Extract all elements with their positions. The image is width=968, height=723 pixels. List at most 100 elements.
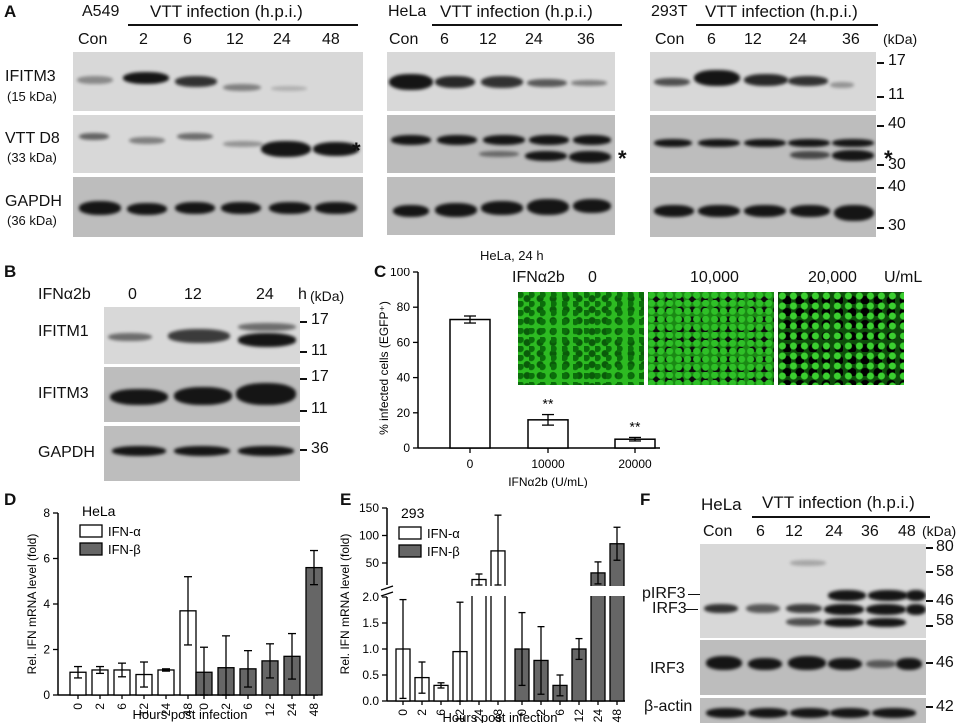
kda-marker: 36 xyxy=(311,440,329,457)
legend-swatch xyxy=(79,524,103,538)
legend-swatch xyxy=(398,526,422,540)
cell-line-label: HeLa xyxy=(701,495,742,514)
row-label-ifitm3: IFITM3 xyxy=(38,385,89,402)
blot-a549-vtt-d8 xyxy=(73,115,363,173)
infection-header: VTT infection (h.p.i.) xyxy=(762,493,915,512)
x-tick-label: 12 xyxy=(263,703,277,717)
panel-letter-b: B xyxy=(4,262,17,281)
panel-letter-c: C xyxy=(374,262,387,281)
y-tick-label: 20 xyxy=(397,406,411,420)
kda-marker: 40 xyxy=(888,178,906,195)
legend-swatch xyxy=(398,544,422,558)
chart-title: HeLa, 24 h xyxy=(480,248,544,263)
blot-a549-ifitm3 xyxy=(73,52,363,111)
y-tick-label: 60 xyxy=(397,335,411,349)
x-tick-label: 6 xyxy=(553,709,567,716)
x-tick-label: 20000 xyxy=(618,457,652,471)
x-axis-label: Hours post infection xyxy=(443,710,558,723)
lane-label: Con xyxy=(655,31,685,48)
blot-f-irf3-total xyxy=(700,640,926,695)
blot-a549-gapdh xyxy=(73,177,363,237)
blot-b-gapdh xyxy=(104,426,300,481)
y-tick-label: 100 xyxy=(359,529,379,543)
bar xyxy=(471,578,487,702)
unit-label: h xyxy=(298,286,307,303)
image-dose-label: 20,000 xyxy=(808,269,857,286)
x-tick-label: 6 xyxy=(434,709,448,716)
legend-label: IFN-α xyxy=(108,524,141,539)
axis-break xyxy=(383,586,633,596)
x-tick-label: 12 xyxy=(453,709,467,723)
lane-label: 24 xyxy=(789,31,807,48)
lane-label: 6 xyxy=(707,31,716,48)
lane-label: 36 xyxy=(842,31,860,48)
y-tick-label: 2.0 xyxy=(362,590,379,604)
lane-label: Con xyxy=(389,31,419,48)
kda-marker: 40 xyxy=(888,115,906,132)
row-label-irf3: IRF3 xyxy=(652,600,687,617)
kda-marker: 58 xyxy=(936,563,954,580)
kda-marker: 46 xyxy=(936,654,954,671)
kda-unit-label: (kDa) xyxy=(922,523,957,539)
x-tick-label: 2 xyxy=(415,709,429,716)
y-tick-label: 0.5 xyxy=(362,668,379,682)
lane-label: 6 xyxy=(440,31,449,48)
blot-hela-ifitm3 xyxy=(387,52,615,111)
infection-header: VTT infection (h.p.i.) xyxy=(705,2,858,21)
lane-label: 36 xyxy=(861,523,879,540)
lane-label: 12 xyxy=(184,286,202,303)
axis-break-mark xyxy=(380,585,394,591)
y-tick-label: 4 xyxy=(43,597,50,611)
y-axis-label: Rel. IFN mRNA level (fold) xyxy=(25,534,39,675)
lane-label: 24 xyxy=(825,523,843,540)
x-tick-label: 0 xyxy=(515,709,529,716)
kda-marker: 42 xyxy=(936,698,954,715)
blot-b-ifitm3 xyxy=(104,367,300,422)
y-tick-label: 40 xyxy=(397,371,411,385)
legend-swatch xyxy=(79,542,103,556)
bar xyxy=(609,543,625,702)
asterisk-mark: * xyxy=(884,146,893,171)
x-tick-label: 0 xyxy=(467,457,474,471)
row-size-label: (15 kDa) xyxy=(7,89,57,104)
bar xyxy=(305,566,323,696)
blot-293t-vtt-d8 xyxy=(650,115,876,173)
significance-mark: ** xyxy=(543,396,554,412)
y-tick-label: 2 xyxy=(43,643,50,657)
legend-label: IFN-β xyxy=(108,542,141,557)
row-label-ifitm3: IFITM3 xyxy=(5,68,56,85)
image-header-label: IFNα2b xyxy=(512,269,565,286)
kda-marker: 30 xyxy=(888,156,906,173)
y-axis-label: % infected cells (EGFP⁺) xyxy=(377,301,391,435)
panel-letter-f: F xyxy=(640,490,651,509)
infection-header: VTT infection (h.p.i.) xyxy=(150,2,303,21)
micrograph-10000 xyxy=(648,292,774,385)
y-tick-label: 0 xyxy=(403,441,410,455)
x-tick-label: 48 xyxy=(181,703,195,717)
lane-label: 36 xyxy=(577,31,595,48)
image-unit-label: U/mL xyxy=(884,269,923,286)
cell-line-label: A549 xyxy=(82,3,120,20)
y-tick-label: 0 xyxy=(43,688,50,702)
image-dose-label: 0 xyxy=(588,269,597,286)
asterisk-mark: * xyxy=(352,138,361,163)
lane-label: 6 xyxy=(183,31,192,48)
significance-mark: ** xyxy=(630,418,641,434)
y-tick-label: 150 xyxy=(359,501,379,515)
lane-label: 6 xyxy=(756,523,765,540)
lane-label: 0 xyxy=(128,286,137,303)
x-tick-label: 2 xyxy=(219,703,233,710)
blot-b-ifitm1 xyxy=(104,307,300,364)
image-dose-label: 10,000 xyxy=(690,269,739,286)
x-tick-label: 12 xyxy=(572,709,586,723)
blot-293t-ifitm3 xyxy=(650,52,876,111)
micrograph-20000 xyxy=(778,292,904,385)
kda-unit-label: (kDa) xyxy=(310,288,345,304)
kda-marker: 80 xyxy=(936,538,954,555)
x-tick-label: 48 xyxy=(307,703,321,717)
y-tick-label: 80 xyxy=(397,300,411,314)
lane-label: Con xyxy=(703,523,733,540)
x-tick-label: 12 xyxy=(137,703,151,717)
x-tick-label: 6 xyxy=(115,703,129,710)
